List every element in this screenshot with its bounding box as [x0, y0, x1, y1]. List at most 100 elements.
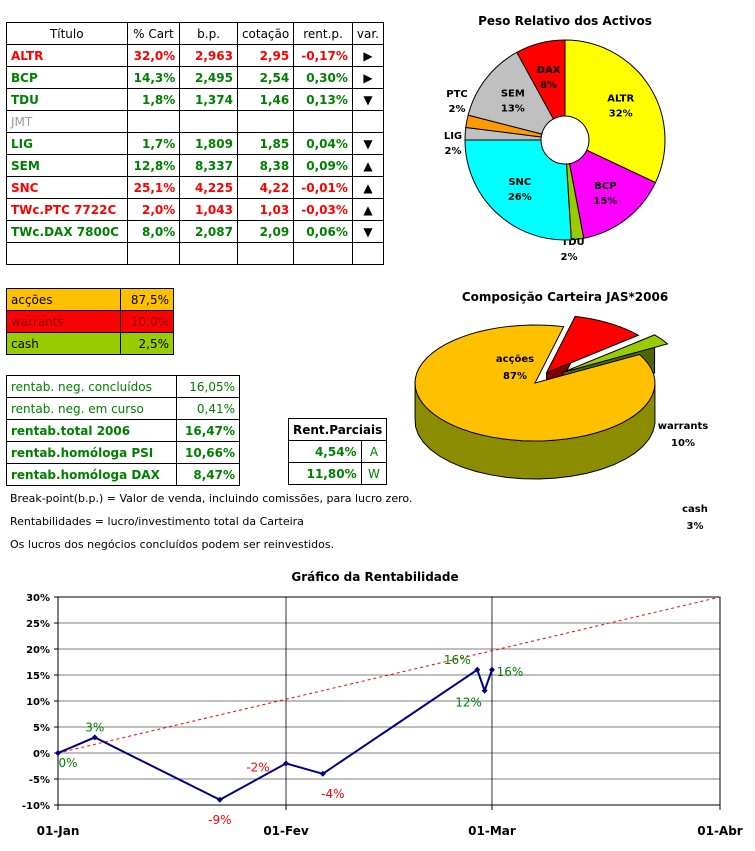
cell-pct-cart: 1,7%: [126, 132, 181, 155]
col-header-pct-cart: % Cart: [126, 22, 181, 45]
donut-value-ptc: 2%: [449, 104, 466, 115]
table-row: rentab.total 2006 16,47%: [6, 419, 241, 442]
x-tick-label: 01-Fev: [263, 824, 309, 838]
table-row: SEM 12,8% 8,337 8,38 0,09% ▲: [6, 154, 385, 177]
return-label: rentab.homóloga PSI: [6, 441, 177, 464]
donut-value-altr: 32%: [609, 109, 633, 120]
cell-rent: 0,09%: [293, 154, 353, 177]
table-row: TDU 1,8% 1,374 1,46 0,13% ▼: [6, 88, 385, 111]
y-tick-label: -5%: [29, 775, 50, 786]
cell-titulo: SEM: [6, 154, 128, 177]
cell-cotacao: 2,95: [236, 44, 295, 67]
table-row: JMT: [6, 110, 385, 133]
y-tick-label: 0%: [33, 749, 50, 760]
cell-titulo: TWc.PTC 7722C: [6, 198, 128, 221]
cell-pct-cart: 12,8%: [126, 154, 181, 177]
partial-return-tag: W: [360, 462, 388, 485]
table-row: rentab.homóloga PSI 10,66%: [6, 441, 241, 464]
data-point: [283, 760, 290, 767]
cell-bp: 2,087: [179, 220, 238, 243]
data-point: [55, 750, 61, 756]
cell-cotacao: 1,03: [236, 198, 295, 221]
cell-cotacao: 4,22: [236, 176, 295, 199]
table-row: warrants 10,0%: [6, 310, 174, 333]
cell-bp: 1,809: [179, 132, 238, 155]
cell-bp: [179, 110, 238, 133]
cell-var: ▲: [351, 176, 385, 199]
cell-titulo: SNC: [6, 176, 128, 199]
cell-rent: [293, 242, 353, 265]
table-row: rentab. neg. concluídos 16,05%: [6, 375, 241, 398]
cell-cotacao: 8,38: [236, 154, 295, 177]
y-tick-label: 25%: [26, 619, 50, 630]
data-label: -9%: [208, 813, 231, 827]
cell-rent: -0,01%: [293, 176, 353, 199]
table-row: BCP 14,3% 2,495 2,54 0,30% ▶: [6, 66, 385, 89]
portfolio-header-row: Título % Cart b.p. cotação rent.p. var.: [6, 22, 385, 45]
cell-bp: 2,495: [179, 66, 238, 89]
data-point: [481, 687, 488, 694]
x-tick-label: 01-Abr: [697, 824, 743, 838]
pie3d-chart-title: Composição Carteira JAS*2006: [461, 290, 669, 304]
cell-var: ▲: [351, 198, 385, 221]
cell-rent: [293, 110, 353, 133]
data-point: [91, 734, 98, 741]
cell-titulo: ALTR: [6, 44, 128, 67]
partial-returns-header: Rent.Parciais: [287, 418, 388, 441]
table-row: TWc.DAX 7800C 8,0% 2,087 2,09 0,06% ▼: [6, 220, 385, 243]
donut-label-bcp: BCP: [594, 181, 616, 192]
cell-rent: -0,17%: [293, 44, 353, 67]
pie3d-label-cash: cash: [682, 504, 708, 515]
return-value: 10,66%: [175, 441, 241, 464]
composition-value: 2,5%: [120, 332, 174, 355]
cell-var: ▲: [351, 154, 385, 177]
table-row: [6, 242, 385, 265]
cell-cotacao: 2,09: [236, 220, 295, 243]
donut-label-tdu: TDU: [561, 237, 584, 248]
pie3d-slice-cash: [562, 334, 669, 373]
cell-rent: 0,30%: [293, 66, 353, 89]
donut-slice-snc: [464, 139, 572, 241]
donut-slice-dax: [516, 39, 566, 120]
cell-pct-cart: 8,0%: [126, 220, 181, 243]
cell-pct-cart: 32,0%: [126, 44, 181, 67]
cell-pct-cart: 2,0%: [126, 198, 181, 221]
return-label: rentab. neg. concluídos: [6, 375, 177, 398]
return-value: 16,05%: [175, 375, 241, 398]
data-label: 12%: [455, 696, 482, 710]
composition-value: 87,5%: [120, 288, 174, 311]
y-tick-label: 20%: [26, 645, 50, 656]
col-header-bp: b.p.: [179, 22, 238, 45]
data-label: -4%: [321, 787, 344, 801]
data-point: [216, 796, 223, 803]
pie3d-value-accoes: 87%: [503, 371, 527, 382]
cell-var: ▶: [351, 66, 385, 89]
return-label: rentab.homóloga DAX: [6, 463, 177, 486]
cell-bp: 2,963: [179, 44, 238, 67]
partial-returns-table: Rent.Parciais 4,54% A 11,80% W: [287, 418, 388, 485]
table-row: cash 2,5%: [6, 332, 174, 355]
data-point: [488, 666, 495, 673]
note-breakpoint: Break-point(b.p.) = Valor de venda, incl…: [10, 492, 413, 505]
cell-var: [351, 242, 385, 265]
pie3d-value-cash: 3%: [687, 521, 704, 532]
cell-var: ▶: [351, 44, 385, 67]
y-tick-label: 10%: [26, 697, 50, 708]
donut-label-sem: SEM: [501, 89, 525, 100]
data-label: 16%: [444, 653, 471, 667]
cell-bp: 1,043: [179, 198, 238, 221]
return-label: rentab. neg. em curso: [6, 397, 177, 420]
donut-slice-altr: [564, 39, 666, 184]
note-rentabilidades: Rentabilidades = lucro/investimento tota…: [10, 515, 304, 528]
donut-value-snc: 26%: [508, 192, 532, 203]
col-header-rent: rent.p.: [293, 22, 353, 45]
table-row: SNC 25,1% 4,225 4,22 -0,01% ▲: [6, 176, 385, 199]
return-label: rentab.total 2006: [6, 419, 177, 442]
cell-titulo: BCP: [6, 66, 128, 89]
composition-value: 10,0%: [120, 310, 174, 333]
returns-table: rentab. neg. concluídos 16,05% rentab. neg…: [6, 375, 241, 486]
pie3d-label-warrants: warrants: [658, 421, 708, 432]
pie3d-label-accoes: acções: [496, 354, 534, 365]
donut-value-dax: 8%: [540, 80, 557, 91]
donut-label-dax: DAX: [537, 65, 561, 76]
